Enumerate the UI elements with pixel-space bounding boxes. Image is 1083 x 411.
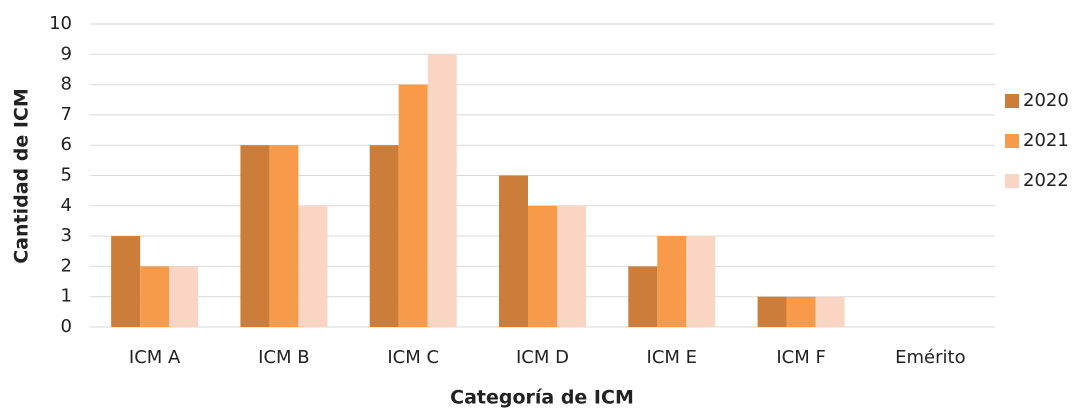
legend-label: 2022 bbox=[1023, 170, 1069, 191]
legend-swatch bbox=[1005, 134, 1019, 148]
x-tick-label: ICM D bbox=[516, 347, 569, 368]
y-tick-label: 8 bbox=[61, 74, 72, 95]
x-tick-label: ICM C bbox=[387, 347, 439, 368]
bar bbox=[528, 205, 557, 327]
legend-swatch bbox=[1005, 174, 1019, 188]
y-tick-label: 7 bbox=[61, 104, 72, 125]
bar bbox=[757, 296, 787, 327]
y-tick-label: 10 bbox=[49, 13, 72, 34]
x-tick-label: ICM B bbox=[258, 347, 309, 368]
y-tick-label: 5 bbox=[61, 165, 72, 186]
bar bbox=[815, 296, 845, 327]
y-tick-label: 0 bbox=[61, 316, 72, 337]
bar bbox=[240, 145, 270, 327]
y-tick-label: 3 bbox=[61, 225, 72, 246]
x-tick-label: Emérito bbox=[895, 347, 965, 368]
y-tick-label: 6 bbox=[61, 134, 72, 155]
bar bbox=[298, 205, 328, 327]
bar bbox=[140, 266, 170, 327]
bar bbox=[786, 296, 816, 327]
y-axis-title: Cantidad de ICM bbox=[11, 88, 33, 264]
y-tick-label: 4 bbox=[61, 195, 72, 216]
x-axis-title: Categoría de ICM bbox=[450, 387, 634, 409]
y-tick-label: 9 bbox=[61, 43, 72, 64]
bar bbox=[169, 266, 199, 327]
bar bbox=[657, 236, 687, 327]
y-tick-label: 2 bbox=[61, 255, 72, 276]
x-tick-label: ICM A bbox=[129, 347, 181, 368]
legend-swatch bbox=[1005, 94, 1019, 108]
x-tick-label: ICM E bbox=[647, 347, 698, 368]
bar bbox=[628, 266, 658, 327]
x-tick-label: ICM F bbox=[776, 347, 825, 368]
bar bbox=[686, 236, 716, 327]
bar bbox=[269, 145, 299, 327]
y-tick-label: 1 bbox=[61, 286, 72, 307]
legend-label: 2021 bbox=[1023, 130, 1069, 151]
bar bbox=[398, 84, 428, 327]
bar bbox=[499, 175, 528, 327]
bar bbox=[369, 145, 399, 327]
bar bbox=[111, 236, 141, 327]
legend-label: 2020 bbox=[1023, 90, 1069, 111]
bar bbox=[427, 54, 457, 328]
bar bbox=[557, 205, 586, 327]
